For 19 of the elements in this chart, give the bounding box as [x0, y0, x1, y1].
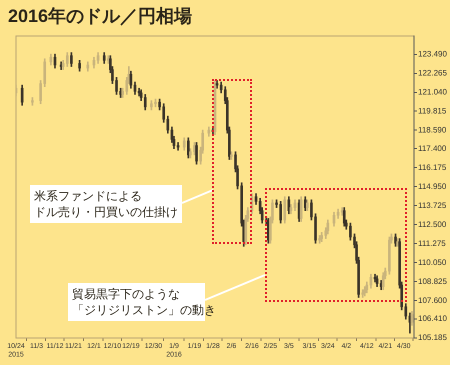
annotation: 貿易黒字下のような「ジリジリストン」の動き — [72, 286, 216, 318]
y-tick-label: 113.725 — [418, 200, 447, 210]
y-tick-label: 119.815 — [418, 106, 447, 116]
y-tick-label: 117.400 — [418, 144, 447, 153]
y-tick-label: 111.275 — [418, 238, 446, 248]
y-tick-label: 105.185 — [418, 333, 448, 342]
y-tick-label: 106.410 — [418, 314, 448, 324]
y-tick-label: 107.600 — [418, 296, 448, 305]
y-tick-label: 108.825 — [418, 276, 448, 286]
y-tick-label: 123.490 — [418, 49, 448, 58]
y-tick-label: 114.950 — [418, 182, 447, 191]
y-tick-label: 122.265 — [418, 68, 448, 78]
y-tick-label: 121.040 — [418, 87, 448, 96]
y-tick-label: 112.500 — [418, 220, 447, 229]
y-tick-label: 116.175 — [418, 162, 447, 172]
y-tick-label: 118.590 — [418, 125, 447, 134]
y-tick-label: 110.050 — [418, 258, 447, 267]
chart-title: 2016年のドル／円相場 — [8, 5, 192, 28]
annotation: 米系ファンドによるドル売り・円買いの仕掛け — [34, 188, 178, 220]
